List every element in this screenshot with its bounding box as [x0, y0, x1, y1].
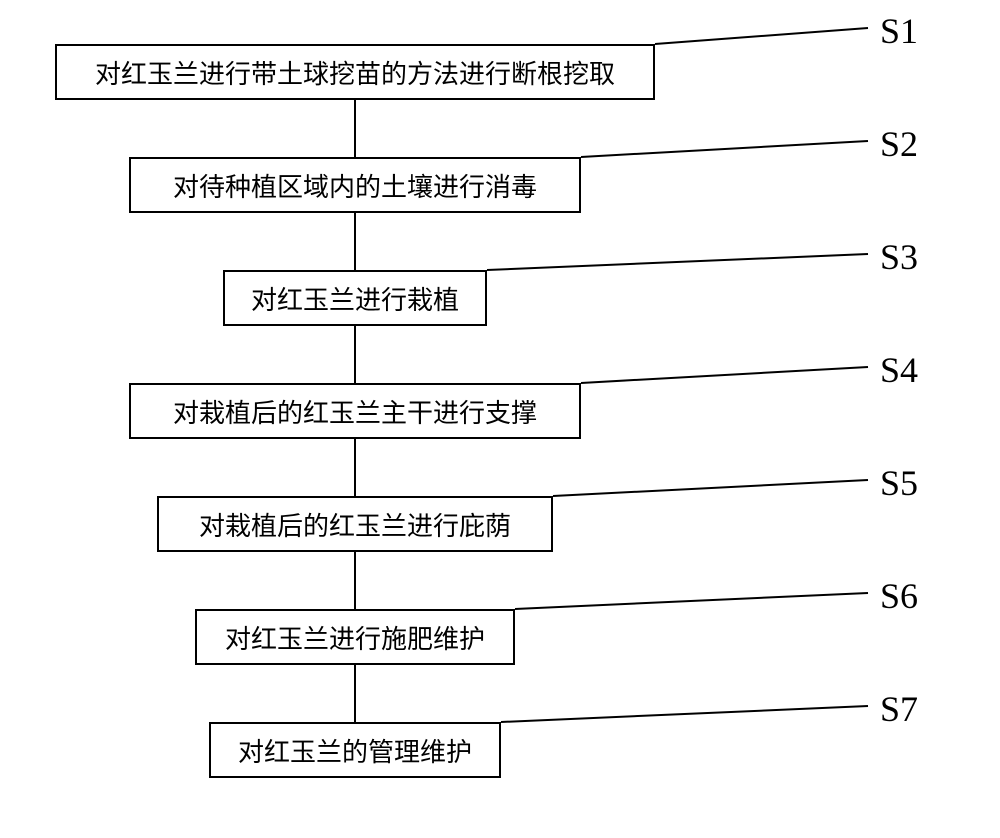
step-s1-text: 对红玉兰进行带土球挖苗的方法进行断根挖取 — [95, 54, 615, 91]
step-s4-text: 对栽植后的红玉兰主干进行支撑 — [173, 393, 537, 430]
step-s6: 对红玉兰进行施肥维护 — [195, 609, 515, 665]
label-s5: S5 — [880, 462, 918, 504]
step-s3: 对红玉兰进行栽植 — [223, 270, 487, 326]
step-s6-text: 对红玉兰进行施肥维护 — [225, 619, 485, 656]
label-s1: S1 — [880, 10, 918, 52]
step-s4: 对栽植后的红玉兰主干进行支撑 — [129, 383, 581, 439]
step-s5: 对栽植后的红玉兰进行庇荫 — [157, 496, 553, 552]
step-s7-text: 对红玉兰的管理维护 — [238, 732, 472, 769]
step-s2-text: 对待种植区域内的土壤进行消毒 — [173, 167, 537, 204]
label-s3: S3 — [880, 236, 918, 278]
step-s3-text: 对红玉兰进行栽植 — [251, 280, 459, 317]
label-s4: S4 — [880, 349, 918, 391]
step-s5-text: 对栽植后的红玉兰进行庇荫 — [199, 506, 511, 543]
step-s2: 对待种植区域内的土壤进行消毒 — [129, 157, 581, 213]
step-s7: 对红玉兰的管理维护 — [209, 722, 501, 778]
step-s1: 对红玉兰进行带土球挖苗的方法进行断根挖取 — [55, 44, 655, 100]
flowchart-canvas: 对红玉兰进行带土球挖苗的方法进行断根挖取 对待种植区域内的土壤进行消毒 对红玉兰… — [0, 0, 1000, 838]
label-s7: S7 — [880, 688, 918, 730]
label-s2: S2 — [880, 123, 918, 165]
label-s6: S6 — [880, 575, 918, 617]
